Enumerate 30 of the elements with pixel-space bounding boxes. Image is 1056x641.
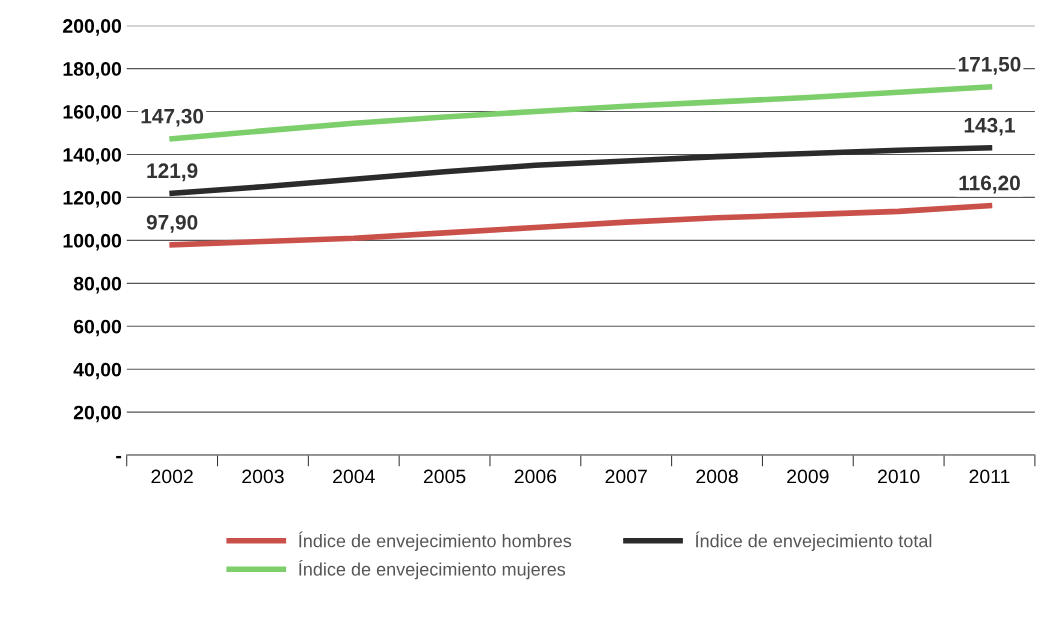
y-tick-label: 40,00 (73, 362, 122, 380)
y-tick-label: 20,00 (73, 405, 122, 423)
data-label: 171,50 (958, 56, 1021, 75)
legend-label: Índice de envejecimiento total (695, 531, 932, 551)
data-label: 143,1 (964, 117, 1015, 136)
y-tick-label: 60,00 (73, 319, 122, 337)
x-tick-label: 2007 (605, 469, 647, 484)
x-tick-label: 2009 (787, 469, 829, 484)
x-tick-label: 2003 (242, 469, 284, 484)
x-tick-label: 2005 (423, 469, 466, 484)
x-tick-label: 2006 (514, 469, 557, 484)
legend-label: Índice de envejecimiento hombres (299, 531, 572, 551)
y-tick-label: 120,00 (63, 190, 122, 208)
x-tick-label: 2011 (969, 469, 1010, 484)
x-tick-label: 2010 (878, 469, 920, 484)
y-tick-label: 100,00 (63, 233, 122, 251)
data-label: 121,9 (147, 163, 198, 182)
data-label: 147,30 (141, 108, 204, 127)
data-label: 97,90 (146, 214, 198, 233)
x-tick-label: 2002 (151, 469, 193, 484)
x-tick-label: 2004 (333, 469, 375, 484)
legend-label: Índice de envejecimiento mujeres (299, 559, 566, 580)
y-tick-label: 200,00 (63, 19, 122, 36)
y-tick-label: 160,00 (63, 105, 122, 122)
y-tick-label: 80,00 (73, 276, 122, 294)
y-tick-label: - (116, 455, 122, 459)
y-tick-label: 180,00 (63, 62, 122, 79)
x-tick-label: 2008 (696, 469, 738, 484)
y-tick-label: 140,00 (63, 147, 122, 165)
data-label: 116,20 (959, 175, 1020, 194)
